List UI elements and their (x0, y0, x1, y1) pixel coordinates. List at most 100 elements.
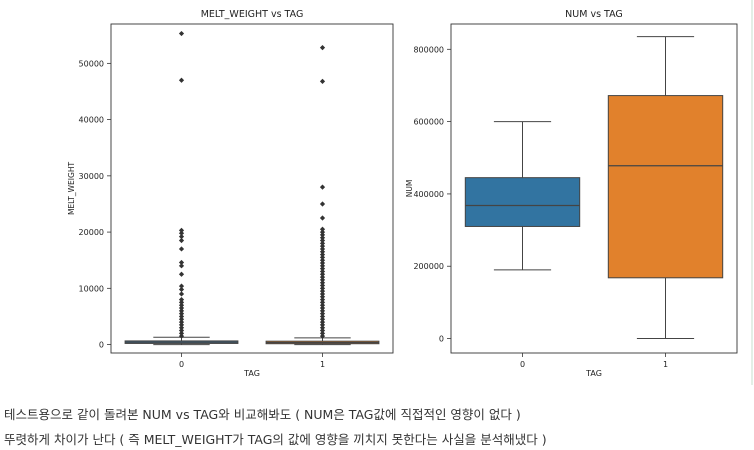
chart1-flier (319, 78, 326, 84)
chart1-flier (319, 333, 326, 339)
chart2-ytick-label: 200000 (413, 262, 444, 271)
chart1-flier (178, 325, 185, 331)
chart1-flier (178, 296, 185, 303)
chart1-ytick-label: 20000 (79, 228, 104, 237)
chart1-xtick-label: 0 (179, 360, 184, 369)
chart1-flier (178, 291, 185, 297)
chart1-flier (319, 263, 326, 269)
chart1-flier (319, 305, 326, 311)
chart1-flier (319, 274, 326, 280)
chart1-flier (319, 229, 326, 235)
chart1-flier (319, 313, 326, 320)
chart1-flier (319, 271, 326, 277)
chart1-ytick-label: 50000 (79, 59, 104, 68)
chart1-ytick-label: 0 (99, 341, 104, 350)
chart1-flier (178, 327, 185, 334)
chart1-flier (319, 330, 326, 336)
chart1-flier (319, 311, 326, 317)
chart2-ytick-label: 0 (439, 335, 444, 344)
chart1-flier (178, 230, 185, 236)
chart1-flier (319, 319, 326, 325)
chart1-flier (178, 283, 185, 289)
chart1-flier (319, 308, 326, 314)
chart1-flier (319, 254, 326, 260)
chart1-flier (319, 294, 326, 300)
chart1-flier (319, 291, 326, 297)
chart1-flier (178, 316, 185, 322)
chart1-flier (178, 233, 185, 240)
chart1-flier (178, 305, 185, 311)
chart1-flier (319, 243, 326, 249)
chart1-flier (319, 184, 326, 190)
chart1-flier (319, 322, 326, 328)
chart1-flier (178, 322, 185, 328)
chart1-flier (319, 296, 326, 303)
chart1-flier (319, 257, 326, 263)
chart1-flier (319, 260, 326, 266)
chart1-flier (319, 285, 326, 291)
chart1-flier (319, 237, 326, 244)
chart1-flier (319, 240, 326, 246)
caption-line-1: 테스트용으로 같이 돌려본 NUM vs TAG와 비교해봐도 ( NUM은 T… (4, 407, 521, 422)
chart1-flier (319, 268, 326, 275)
chart1-flier (319, 201, 326, 207)
chart2-ytick-label: 800000 (413, 45, 444, 54)
chart2-axes-frame (450, 23, 738, 354)
chart1-flier (319, 251, 326, 258)
chart1-flier (178, 271, 185, 277)
chart1-flier (319, 316, 326, 322)
chart2-xtick-label: 1 (663, 360, 668, 369)
chart1-flier (319, 299, 326, 305)
chart1-flier (319, 215, 326, 221)
chart1-flier (178, 319, 185, 325)
chart1-ytick-label: 10000 (79, 284, 104, 293)
chart1-flier (319, 226, 326, 232)
chart1-flier (178, 299, 185, 305)
chart1-flier (178, 313, 185, 320)
chart1-flier (178, 77, 185, 83)
chart1-title: MELT_WEIGHT vs TAG (201, 9, 304, 20)
chart1-flier (319, 266, 326, 272)
chart2-ytick-label: 400000 (413, 190, 444, 199)
chart2-xtick-label: 0 (520, 360, 525, 369)
chart2-box-0 (464, 177, 581, 227)
chart1-ytick-label: 30000 (79, 172, 104, 181)
chart1-flier (319, 45, 326, 51)
chart1-flier (319, 282, 326, 289)
chart2-title: NUM vs TAG (565, 9, 623, 20)
chart1-flier (319, 246, 326, 252)
chart1-flier (319, 232, 326, 238)
chart1-flier (319, 235, 326, 241)
chart1-axes-frame (110, 23, 394, 354)
chart1-flier (178, 263, 185, 269)
chart1-xlabel: TAG (243, 369, 260, 378)
chart1-flier (178, 311, 185, 317)
chart1-flier (178, 227, 185, 233)
chart1-flier (178, 30, 185, 37)
chart1-flier (178, 333, 185, 339)
chart1-flier (319, 277, 326, 283)
chart1-flier (178, 286, 185, 293)
chart1-flier (319, 280, 326, 286)
chart1-flier (319, 302, 326, 308)
caption-line-2: 뚜렷하게 차이가 난다 ( 즉 MELT_WEIGHT가 TAG의 값에 영향을… (4, 432, 547, 447)
chart1-flier (178, 330, 185, 336)
chart1-ytick-label: 40000 (79, 116, 104, 125)
chart1-xtick-label: 1 (320, 360, 325, 369)
chart1-flier (178, 237, 185, 244)
chart2-xlabel: TAG (585, 369, 602, 378)
chart2-box-1 (607, 95, 724, 279)
chart1-flier (178, 308, 185, 314)
chart1-flier (178, 246, 185, 252)
figure-edge (751, 0, 753, 385)
chart1-ylabel: MELT_WEIGHT (67, 162, 76, 216)
chart1-flier (178, 302, 185, 308)
chart2-ylabel: NUM (405, 180, 414, 198)
figure: MELT_WEIGHT vs TAG 0 10000 20000 30000 40000 5… (67, 9, 738, 378)
chart1-flier (319, 327, 326, 334)
chart1-flier (319, 249, 326, 255)
chart1-flier (319, 325, 326, 331)
chart2-ytick-label: 600000 (413, 118, 444, 127)
chart1-flier (319, 288, 326, 294)
chart1-flier (178, 259, 185, 266)
